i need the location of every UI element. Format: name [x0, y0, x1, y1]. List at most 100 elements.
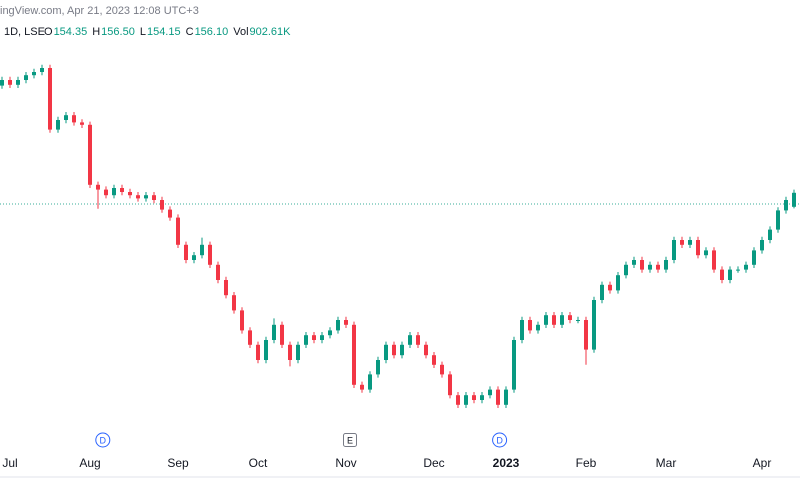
candle-body — [216, 264, 220, 280]
candle-body — [168, 209, 172, 218]
x-tick-label: Jul — [2, 456, 17, 470]
event-badge — [492, 432, 508, 448]
candle-body — [280, 324, 284, 345]
candle-body — [248, 330, 252, 345]
event-label: D — [496, 435, 503, 445]
candle-body — [648, 264, 652, 270]
candle-body — [368, 374, 372, 390]
candle-body — [224, 280, 228, 296]
x-tick-label: Aug — [79, 456, 100, 470]
candle-body — [720, 269, 724, 280]
candle-body — [504, 389, 508, 405]
candle-body — [256, 344, 260, 360]
candle-body — [376, 360, 380, 375]
candle-body — [296, 344, 300, 360]
candle-body — [152, 195, 156, 200]
candle-body — [664, 260, 668, 270]
candle-body — [288, 344, 292, 360]
x-tick-label: Mar — [656, 456, 677, 470]
event-badge — [95, 432, 111, 448]
candle-body — [392, 344, 396, 356]
candle-body — [40, 68, 44, 72]
candle-body — [384, 344, 388, 360]
candle-body — [128, 192, 132, 196]
candle-body — [264, 340, 268, 360]
candle-body — [32, 72, 36, 76]
legend-label: C — [186, 26, 194, 38]
candle-body — [656, 264, 660, 270]
candle-body — [48, 68, 52, 130]
candle-body — [200, 244, 204, 256]
event-marker: E — [343, 433, 357, 447]
candle-body — [784, 200, 788, 211]
candle-body — [16, 80, 20, 85]
candle-body — [776, 210, 780, 230]
candle-body — [0, 80, 4, 86]
candle-body — [544, 315, 548, 325]
candle-body — [104, 189, 108, 196]
x-tick-label: Apr — [753, 456, 772, 470]
candle-body — [616, 275, 620, 291]
candle-body — [448, 374, 452, 396]
candle-body — [608, 284, 612, 291]
interval: 1D, LSE — [4, 26, 45, 38]
x-tick-label: Nov — [335, 456, 356, 470]
candle-body — [352, 324, 356, 385]
candle-body — [632, 260, 636, 265]
candle-body — [712, 250, 716, 270]
candle-body — [88, 124, 92, 185]
candle-body — [440, 364, 444, 375]
candle-body — [672, 240, 676, 260]
candle-body — [184, 244, 188, 260]
candle-body — [560, 315, 564, 325]
candle-body — [736, 269, 740, 271]
candle-body — [304, 335, 308, 345]
candle-body — [472, 395, 476, 400]
x-tick-label: Dec — [423, 456, 444, 470]
event-badge — [343, 433, 357, 447]
legend-value: 154.35 — [54, 26, 88, 38]
candle-body — [120, 188, 124, 192]
candle-body — [400, 344, 404, 356]
candle-body — [320, 335, 324, 340]
candle-body — [208, 244, 212, 265]
candle-body — [192, 255, 196, 260]
candle-body — [760, 240, 764, 251]
candle-body — [432, 355, 436, 365]
x-tick-label: 2023 — [493, 456, 520, 470]
candle-body — [456, 395, 460, 405]
candle-body — [56, 120, 60, 130]
candle-body — [792, 192, 796, 207]
candle-body — [464, 395, 468, 405]
legend-label: Vol — [233, 26, 248, 38]
candle-body — [80, 122, 84, 125]
candle-body — [688, 240, 692, 245]
x-tick-label: Feb — [576, 456, 597, 470]
legend-label: O — [44, 26, 53, 38]
candle-body — [592, 300, 596, 350]
candle-body — [72, 115, 76, 123]
legend-value: 156.10 — [195, 26, 229, 38]
event-marker: D — [492, 432, 508, 448]
legend-value: 156.50 — [101, 26, 135, 38]
candle-body — [272, 324, 276, 340]
candle-body — [640, 260, 644, 270]
candle-body — [408, 335, 412, 345]
candle-body — [768, 229, 772, 240]
candle-body — [568, 315, 572, 320]
candle-body — [624, 264, 628, 276]
candle-body — [136, 195, 140, 199]
legend-label: L — [140, 26, 146, 38]
candle-body — [240, 310, 244, 331]
candle-body — [680, 240, 684, 245]
candle-body — [512, 340, 516, 390]
candle-body — [8, 80, 12, 85]
candle-body — [160, 200, 164, 210]
candle-body — [112, 188, 116, 196]
candle-body — [600, 284, 604, 300]
candle-body — [416, 335, 420, 345]
candle-body — [424, 344, 428, 356]
candle-body — [528, 320, 532, 331]
